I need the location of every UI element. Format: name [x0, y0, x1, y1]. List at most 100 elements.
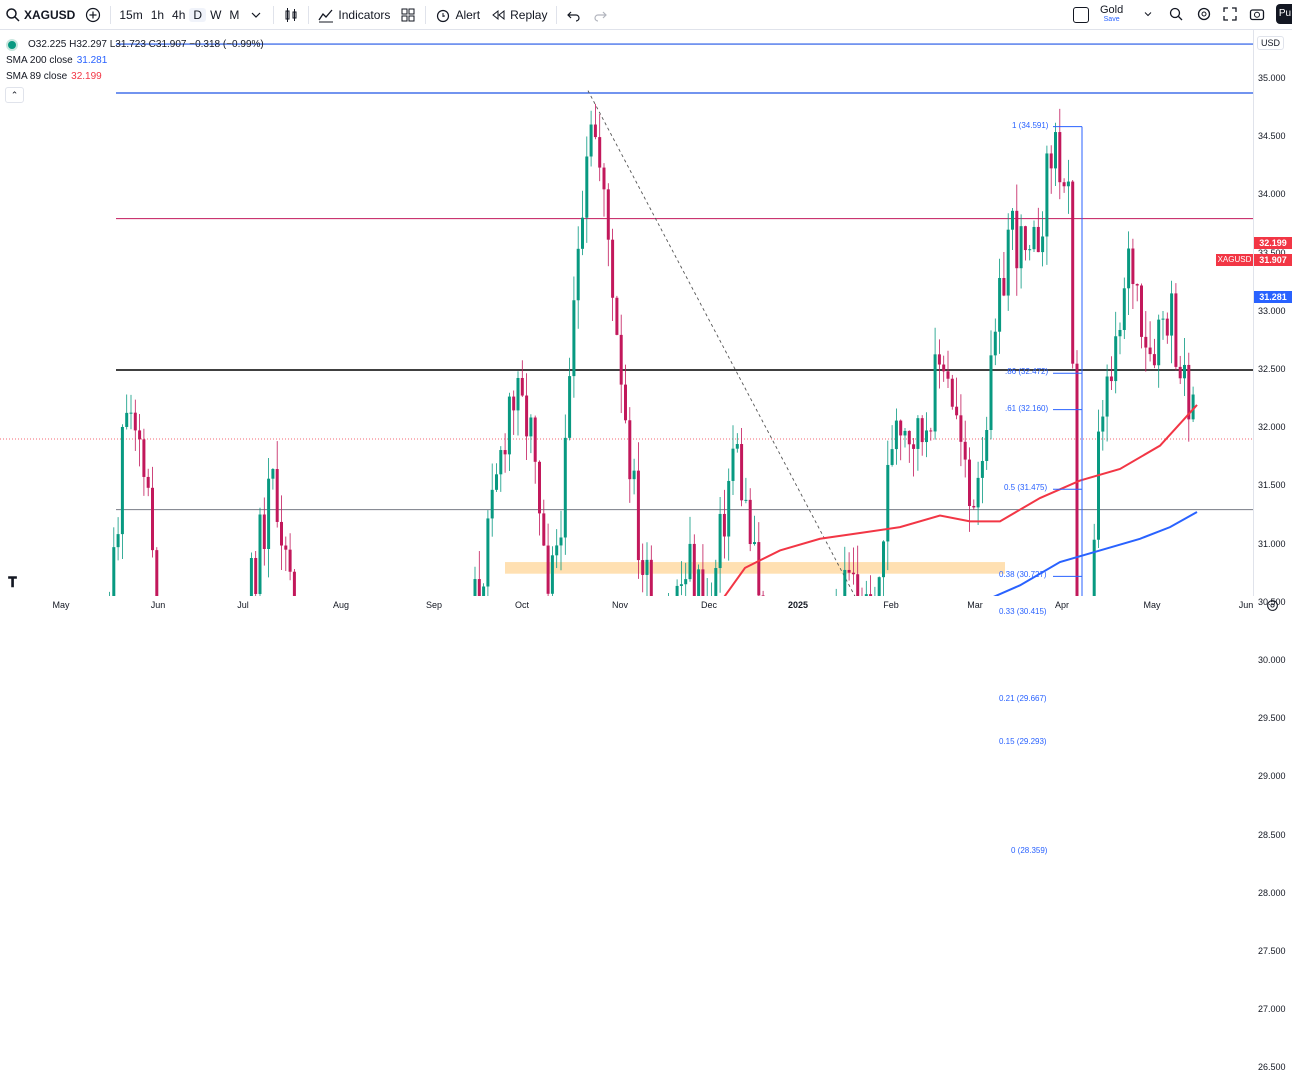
chart-type-button[interactable] — [278, 0, 304, 29]
candle-body — [976, 477, 980, 508]
collapse-legend-button[interactable]: ⌃ — [5, 87, 24, 103]
alert-button[interactable]: Alert — [430, 0, 485, 29]
timeframe-15m[interactable]: 15m — [119, 7, 143, 22]
replay-label: Replay — [510, 7, 548, 22]
candle-body — [486, 518, 490, 587]
timeframe-1h[interactable]: 1h — [150, 7, 165, 22]
timeframe-dropdown[interactable] — [243, 0, 269, 29]
sma200-label: SMA 200 close — [6, 55, 73, 66]
sma200-legend[interactable]: SMA 200 close 31.281 — [6, 53, 264, 69]
fib-zone-band — [505, 562, 1005, 574]
layout-name[interactable]: Gold Save — [1100, 5, 1123, 25]
candle-body — [925, 430, 928, 443]
layout-menu-icon[interactable] — [1142, 8, 1154, 20]
divider — [273, 5, 275, 24]
candle-body — [735, 444, 739, 449]
candle-body — [675, 585, 679, 596]
candle-body — [499, 450, 503, 475]
candle-body — [753, 542, 756, 545]
candle-body — [972, 505, 976, 508]
symbol-name: XAGUSD — [24, 7, 76, 22]
candle-body — [641, 560, 645, 575]
plus-circle-icon — [86, 7, 101, 22]
price-chart[interactable] — [0, 30, 1253, 596]
candle-body — [731, 448, 735, 481]
price-axis[interactable] — [1253, 30, 1292, 596]
candle-body — [899, 420, 903, 436]
divider — [425, 5, 427, 24]
time-tick-label: Jul — [237, 600, 249, 610]
templates-button[interactable] — [395, 0, 421, 29]
timeframe-m[interactable]: M — [229, 7, 240, 22]
price-tick-label: 27.500 — [1258, 946, 1286, 956]
price-tick-label: 27.000 — [1258, 1004, 1286, 1015]
candle-body — [1131, 248, 1135, 285]
candle-body — [679, 584, 683, 586]
timeframe-4h[interactable]: 4h — [172, 7, 186, 22]
sma89-legend[interactable]: SMA 89 close 32.199 — [6, 69, 264, 85]
timeframe-w[interactable]: W — [210, 7, 222, 22]
price-tick-label: 29.000 — [1258, 771, 1286, 782]
ohlc-values: O32.225 H32.297 L31.723 C31.907 −0.318 (… — [28, 39, 264, 50]
indicators-button[interactable]: Indicators — [313, 0, 395, 29]
candle-body — [112, 547, 116, 596]
replay-button[interactable]: Replay — [485, 0, 552, 29]
candle-body — [1075, 363, 1079, 596]
timeframe-d[interactable]: D — [189, 7, 207, 22]
candle-body — [520, 377, 524, 396]
fullscreen-icon[interactable] — [1222, 6, 1238, 22]
candle-body — [1011, 210, 1014, 230]
divider — [110, 5, 112, 24]
quick-search-icon[interactable] — [1168, 6, 1184, 22]
fullscreen-toggle[interactable] — [1073, 7, 1089, 23]
undo-button[interactable] — [561, 0, 587, 29]
sma89-label: SMA 89 close — [6, 71, 68, 82]
compare-button[interactable] — [80, 0, 106, 29]
candle-body — [1101, 416, 1105, 432]
fib-level-label: .86 (32.472) — [1005, 367, 1049, 377]
publish-button[interactable]: Pu — [1276, 4, 1292, 24]
alarm-icon — [437, 9, 450, 22]
candle-body — [877, 577, 881, 596]
candle-body — [722, 513, 726, 537]
currency-selector[interactable]: USD — [1257, 36, 1285, 50]
candle-body — [254, 558, 258, 594]
candle-body — [1071, 181, 1075, 364]
candle-body — [568, 376, 572, 438]
candle-body — [692, 543, 696, 596]
camera-icon[interactable] — [1249, 6, 1265, 22]
time-tick-label: Aug — [332, 600, 350, 610]
indicators-label: Indicators — [338, 7, 391, 22]
candle-body — [116, 534, 120, 548]
candle-body — [1152, 354, 1156, 366]
candle-body — [271, 469, 275, 479]
time-settings-icon[interactable] — [1266, 599, 1279, 612]
tradingview-logo[interactable]: 𝐓 — [8, 574, 18, 590]
candle-body — [602, 167, 606, 190]
candle-body — [1054, 132, 1057, 169]
time-tick-label: Dec — [700, 600, 718, 610]
symbol-price-tag: XAGUSD — [1216, 254, 1253, 266]
redo-button[interactable] — [587, 0, 613, 29]
candle-body — [1041, 236, 1045, 253]
time-tick-label: Feb — [883, 600, 899, 610]
candle-body — [920, 418, 924, 443]
candle-body — [155, 550, 159, 596]
candle-body — [645, 559, 649, 575]
candle-body — [968, 459, 971, 506]
divider — [556, 5, 558, 24]
candle-body — [533, 417, 537, 462]
candle-body — [495, 474, 498, 490]
candle-body — [955, 406, 959, 416]
settings-icon[interactable] — [1196, 6, 1212, 22]
candle-body — [529, 417, 533, 437]
candle-body — [275, 469, 279, 522]
time-tick-label: Oct — [514, 600, 530, 610]
time-tick-label: Apr — [1054, 600, 1070, 610]
symbol-search[interactable]: XAGUSD — [0, 0, 80, 29]
rewind-icon — [492, 9, 505, 20]
candle-body — [593, 124, 597, 138]
price-tick-label: 28.000 — [1258, 887, 1286, 898]
candle-body — [572, 300, 576, 377]
candle-body — [1157, 319, 1161, 366]
